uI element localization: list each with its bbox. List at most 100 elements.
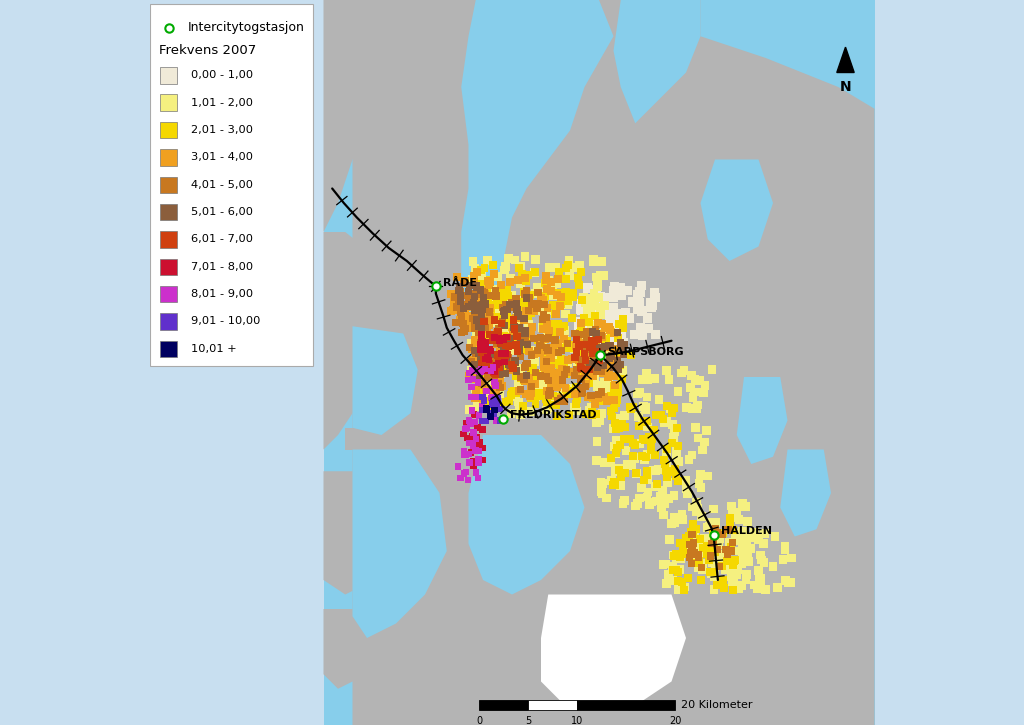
- Bar: [591, 285, 600, 294]
- Bar: [331, 377, 352, 406]
- Bar: [615, 283, 626, 293]
- Bar: [696, 470, 706, 478]
- Bar: [724, 526, 731, 533]
- Bar: [500, 299, 507, 307]
- Bar: [561, 370, 569, 378]
- Bar: [613, 338, 624, 347]
- Bar: [579, 390, 586, 397]
- Bar: [596, 292, 605, 302]
- Bar: [522, 362, 529, 369]
- Bar: [554, 289, 562, 297]
- Bar: [587, 392, 595, 399]
- Bar: [471, 294, 479, 302]
- Bar: [663, 417, 671, 426]
- Bar: [503, 342, 510, 349]
- Bar: [471, 384, 479, 393]
- Bar: [161, 286, 177, 302]
- Bar: [671, 513, 679, 522]
- Bar: [577, 384, 584, 392]
- Bar: [652, 480, 660, 488]
- Bar: [535, 289, 542, 296]
- Bar: [696, 559, 705, 568]
- Bar: [161, 204, 177, 220]
- Bar: [538, 294, 545, 302]
- Bar: [610, 478, 618, 486]
- Bar: [503, 336, 510, 343]
- Bar: [695, 535, 703, 543]
- Bar: [641, 405, 650, 414]
- Bar: [503, 358, 510, 365]
- Bar: [669, 562, 677, 571]
- Text: FREDRIKSTAD: FREDRIKSTAD: [510, 410, 596, 420]
- Bar: [652, 497, 660, 505]
- Bar: [497, 339, 504, 347]
- Bar: [492, 370, 499, 377]
- Bar: [616, 291, 626, 300]
- Bar: [618, 338, 628, 347]
- Bar: [161, 149, 177, 165]
- Bar: [492, 403, 498, 410]
- Bar: [562, 337, 570, 345]
- Bar: [542, 276, 550, 284]
- Bar: [499, 382, 507, 390]
- Bar: [596, 367, 604, 375]
- Bar: [479, 305, 486, 312]
- Bar: [603, 303, 612, 312]
- Bar: [642, 369, 651, 378]
- Bar: [485, 304, 494, 312]
- Bar: [543, 350, 551, 358]
- Bar: [509, 335, 517, 343]
- Bar: [620, 434, 628, 442]
- Bar: [650, 293, 659, 302]
- Bar: [549, 360, 557, 368]
- Bar: [733, 582, 741, 591]
- Bar: [598, 257, 606, 266]
- Bar: [577, 341, 585, 349]
- Bar: [461, 328, 468, 335]
- Bar: [719, 576, 727, 584]
- Bar: [751, 581, 759, 589]
- Bar: [529, 373, 538, 381]
- Bar: [659, 510, 668, 519]
- Bar: [471, 323, 478, 331]
- Bar: [560, 322, 568, 330]
- Bar: [662, 560, 670, 568]
- Bar: [733, 529, 741, 538]
- Bar: [490, 397, 497, 404]
- Bar: [714, 546, 721, 553]
- Bar: [541, 360, 549, 368]
- Bar: [742, 541, 751, 550]
- Bar: [579, 341, 586, 348]
- Bar: [627, 435, 634, 443]
- Bar: [746, 544, 756, 553]
- Bar: [650, 374, 659, 383]
- Bar: [550, 334, 557, 341]
- Bar: [711, 567, 719, 576]
- Bar: [601, 328, 610, 337]
- Bar: [474, 381, 482, 389]
- Bar: [513, 333, 521, 341]
- Bar: [580, 342, 587, 349]
- Bar: [590, 357, 598, 365]
- Bar: [479, 301, 486, 308]
- Bar: [742, 517, 752, 526]
- Bar: [608, 413, 615, 420]
- Bar: [787, 554, 796, 563]
- Bar: [550, 320, 558, 328]
- Bar: [473, 370, 480, 378]
- Bar: [569, 289, 577, 297]
- Bar: [589, 344, 596, 352]
- Bar: [612, 399, 621, 407]
- Bar: [575, 367, 584, 375]
- Bar: [522, 307, 530, 315]
- Bar: [516, 311, 524, 319]
- Bar: [578, 323, 585, 331]
- Bar: [494, 360, 501, 367]
- Bar: [520, 315, 527, 323]
- Bar: [469, 373, 478, 382]
- Bar: [474, 386, 483, 395]
- Bar: [553, 291, 561, 299]
- Bar: [761, 585, 770, 594]
- Bar: [610, 372, 618, 380]
- Bar: [525, 307, 532, 314]
